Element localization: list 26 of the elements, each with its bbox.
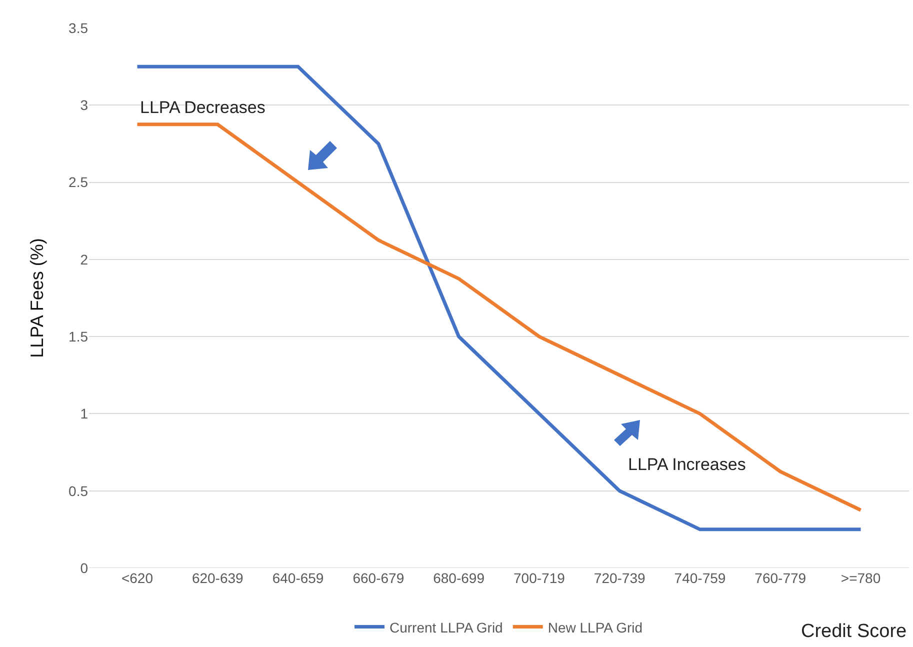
y-tick-label: 1.5 [68, 328, 88, 344]
y-tick-label: 2.5 [68, 174, 88, 190]
x-tick-label: 660-679 [352, 570, 404, 586]
legend-label: Current LLPA Grid [390, 619, 503, 636]
y-tick-label: 0.5 [68, 482, 88, 499]
x-tick-label: 640-659 [272, 570, 324, 586]
legend-label: New LLPA Grid [548, 619, 643, 636]
x-tick-label: >=780 [840, 570, 881, 586]
y-tick-label: 1 [80, 406, 88, 422]
x-tick-label: 760-779 [754, 570, 806, 586]
y-tick-label: 2 [80, 251, 88, 268]
x-tick-label: 720-739 [594, 570, 646, 586]
y-tick-label: 3 [80, 97, 88, 114]
annotation: LLPA Decreases [140, 98, 266, 117]
y-tick-label: 0 [80, 560, 88, 576]
x-tick-label: 680-699 [433, 570, 485, 586]
x-tick-label: 620-639 [192, 570, 244, 586]
y-axis-title: LLPA Fees (%) [27, 238, 47, 358]
y-tick-label: 3.5 [68, 20, 88, 36]
line-series [135, 122, 863, 512]
x-tick-label: 700-719 [514, 570, 566, 586]
annotation: LLPA Increases [628, 455, 746, 474]
x-tick-label: <620 [121, 570, 154, 586]
line-series [135, 64, 863, 532]
x-tick-label: 740-759 [674, 570, 726, 586]
x-axis-title: Credit Score [801, 621, 907, 642]
